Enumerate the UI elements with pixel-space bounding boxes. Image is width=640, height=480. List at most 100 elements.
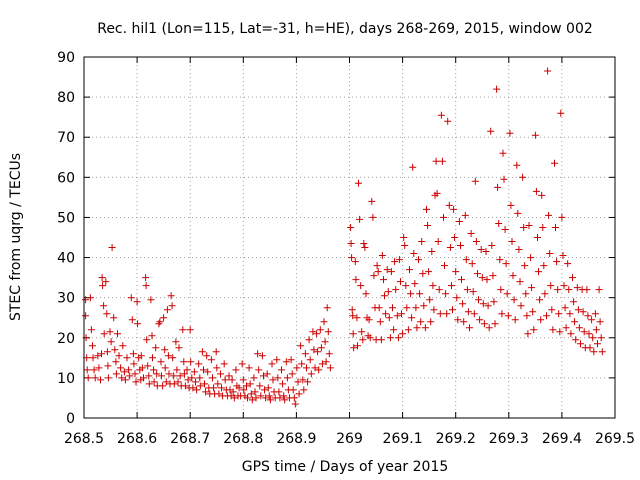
data-point [358,328,366,336]
data-point [318,360,326,368]
data-point [389,304,396,312]
data-point [506,129,514,137]
data-point [383,266,391,274]
data-point [382,310,390,318]
data-point [400,234,408,241]
data-point [504,312,512,320]
data-point [415,256,422,264]
data-point [192,378,199,386]
data-point [561,304,569,312]
data-point [188,374,196,382]
data-point [300,386,308,394]
data-point [558,213,566,221]
data-point [170,372,178,380]
y-tick-label: 50 [57,210,75,226]
data-point [539,224,547,231]
data-point [137,352,145,360]
data-point [517,302,525,310]
data-point [217,370,224,378]
y-tick-label: 20 [57,331,75,347]
data-point [424,222,432,229]
data-point [361,244,369,251]
data-point [577,340,584,348]
data-point [445,201,453,209]
data-point [433,189,441,197]
data-point [102,278,110,286]
data-point [243,382,250,390]
data-point [305,336,313,344]
data-point [168,302,176,310]
data-point [472,238,480,245]
data-point [290,394,298,402]
data-point [140,374,147,382]
data-point [567,330,575,338]
x-tick-label: 268.5 [64,431,104,447]
data-point [195,360,203,368]
data-point [202,388,210,396]
data-point [553,258,561,266]
data-point [531,131,539,139]
data-point [490,298,498,306]
data-point [551,159,558,167]
data-point [262,394,270,402]
data-point [564,260,572,268]
data-point [246,380,254,388]
data-point [111,346,119,354]
data-point [282,358,290,366]
data-point [501,226,509,233]
data-point [313,330,321,338]
data-point [468,260,476,268]
data-point [548,306,556,314]
data-point [584,312,592,320]
data-point [515,246,523,253]
data-point [230,394,238,402]
data-point [303,364,310,372]
data-point [84,374,92,382]
data-point [583,286,591,294]
data-point [589,334,597,342]
x-tick-label: 269 [336,431,363,447]
data-point [555,310,563,318]
data-point [510,296,518,304]
data-point [133,298,141,306]
data-point [474,270,481,278]
data-point [248,396,256,404]
data-point [281,396,289,404]
data-point [189,384,197,392]
data-point [172,338,180,346]
data-point [301,350,309,358]
data-point [500,175,508,183]
data-point [293,364,301,372]
data-point [309,328,317,336]
data-point [452,268,460,276]
data-point [311,364,319,372]
data-point [82,296,90,304]
data-point [399,330,407,338]
ticks: 268.5 268.6 268.7 268.8 268.9 269 269.1 269.2 26… [57,50,635,447]
data-point [161,364,169,372]
data-point [434,238,442,245]
data-point [264,384,272,392]
data-point [89,354,97,362]
data-point [203,352,211,360]
data-point [169,354,177,362]
data-point [268,360,276,368]
data-point [295,390,303,398]
data-point [590,348,598,356]
data-point [148,332,156,340]
data-point [380,276,387,284]
data-point [86,294,94,302]
data-point [297,342,305,350]
data-point [591,310,599,318]
x-tick-label: 269.3 [489,431,529,447]
data-point [438,157,446,165]
y-axis-label: STEC from uqrg / TECUs [8,153,24,321]
data-point [315,366,323,374]
data-point [594,340,601,348]
data-point [540,262,548,270]
data-point [511,316,519,324]
data-point [442,290,450,298]
data-point [374,268,382,276]
data-point [385,314,393,322]
data-point [395,256,403,264]
